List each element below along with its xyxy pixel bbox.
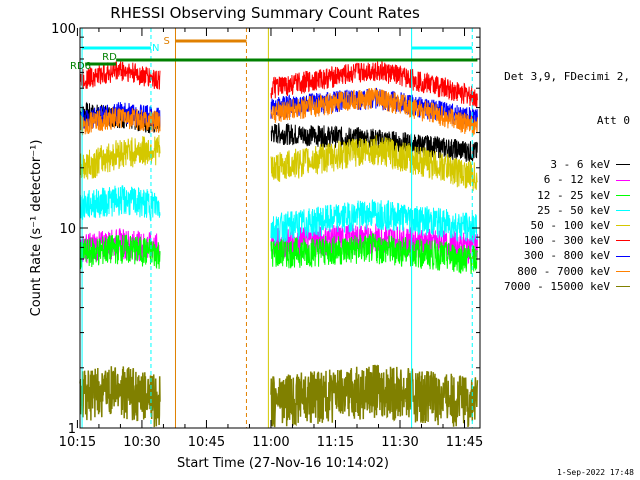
legend-label: 100 - 300 keV [523, 234, 610, 248]
y-tick-label: 100 [51, 22, 76, 37]
series-line [79, 234, 161, 270]
x-tick-label: 10:15 [59, 435, 96, 450]
legend-label: 7000 - 15000 keV [504, 279, 610, 293]
legend-label: 25 - 50 keV [537, 203, 610, 217]
legend-swatch [616, 209, 630, 211]
legend-entry: 50 - 100 keV [504, 218, 630, 233]
legend-swatch [616, 270, 630, 272]
rd6-flag-label: RD6 [70, 61, 91, 72]
series-50-100kev [79, 134, 478, 192]
series-line [270, 199, 478, 244]
x-tick-label: 11:45 [446, 435, 483, 450]
legend-entry: 7000 - 15000 keV [504, 279, 630, 294]
legend-entry: 100 - 300 keV [504, 233, 630, 248]
series-800-7000kev [79, 87, 478, 136]
x-tick-label: 10:45 [188, 435, 225, 450]
plot-area: NS RD RD6 [70, 28, 479, 428]
y-axis-label: Count Rate (s⁻¹ detector⁻¹) [29, 140, 44, 317]
x-tick-label: 10:30 [123, 435, 160, 450]
legend-entry: 300 - 800 keV [504, 248, 630, 263]
series-line [79, 134, 161, 180]
series-line [79, 185, 161, 222]
series-line [79, 366, 161, 428]
legend-swatch [616, 225, 630, 227]
legend-label: 12 - 25 keV [537, 188, 610, 202]
x-axis: 10:15 10:30 10:45 11:00 11:15 11:30 11:45 [59, 28, 483, 450]
night-flag-label: N [152, 43, 159, 54]
legend-entry: 6 - 12 keV [504, 172, 630, 187]
chart-title: RHESSI Observing Summary Count Rates [110, 4, 420, 22]
footer-timestamp: 1-Sep-2022 17:48 [556, 468, 634, 477]
series-line [270, 364, 479, 428]
legend-label: 300 - 800 keV [523, 249, 610, 263]
legend-title-line-1: Det 3,9, FDecimi 2, [504, 70, 630, 84]
x-tick-label: 11:00 [252, 435, 289, 450]
series-line [79, 60, 161, 90]
legend-label: 800 - 7000 keV [517, 264, 610, 278]
legend-title-line-2: Att 0 [596, 113, 630, 127]
series-25-50kev [79, 185, 478, 244]
y-tick-label: 10 [59, 222, 76, 237]
x-tick-label: 11:15 [317, 435, 354, 450]
legend-swatch [616, 194, 630, 196]
legend-swatch [616, 179, 630, 181]
series-line [270, 232, 478, 275]
legend-label: 50 - 100 keV [530, 219, 610, 233]
series-line [270, 60, 478, 108]
y-axis: 1 10 100 [51, 22, 480, 437]
series-100-300kev [79, 60, 478, 108]
x-axis-label: Start Time (27-Nov-16 10:14:02) [177, 456, 389, 471]
legend-label: 6 - 12 keV [543, 173, 610, 187]
series-line [270, 87, 478, 136]
legend-swatch [616, 255, 630, 257]
legend-label: 3 - 6 keV [550, 158, 610, 172]
series-7000-15000kev [79, 364, 479, 428]
legend-entry: 800 - 7000 keV [504, 264, 630, 279]
legend-swatch [616, 164, 630, 166]
series-line [270, 135, 478, 192]
legend-swatch [616, 285, 630, 287]
legend-swatch [616, 240, 630, 242]
x-tick-label: 11:30 [381, 435, 418, 450]
rd-flag-label: RD [102, 52, 117, 63]
legend-entry: 3 - 6 keV [504, 157, 630, 172]
legend-entry: 12 - 25 keV [504, 188, 630, 203]
chart-legend: Det 3,9, FDecimi 2, Att 0 3 - 6 keV 6 - 1… [504, 40, 630, 309]
legend-entry: 25 - 50 keV [504, 203, 630, 218]
saa-flag-label: S [163, 36, 169, 47]
series-line [79, 106, 161, 136]
y-tick-label: 1 [68, 422, 76, 437]
series-12-25kev [79, 232, 478, 275]
